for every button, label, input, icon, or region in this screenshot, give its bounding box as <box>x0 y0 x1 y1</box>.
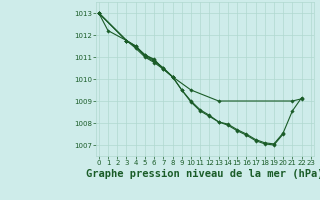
X-axis label: Graphe pression niveau de la mer (hPa): Graphe pression niveau de la mer (hPa) <box>86 169 320 179</box>
